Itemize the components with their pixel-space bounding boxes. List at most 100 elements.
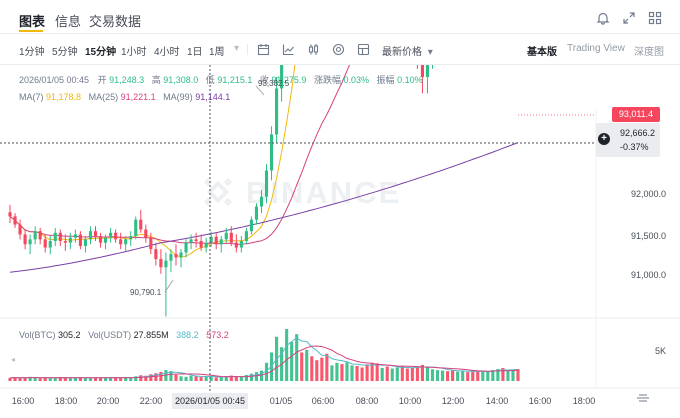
volume-bar <box>501 368 505 381</box>
layout-icon[interactable] <box>357 43 370 60</box>
chart-area[interactable]: BINANCE 2026/01/05 00:45 开 91,248.3 高 91… <box>0 65 680 418</box>
max-price-label: 93,382.5 <box>258 79 290 88</box>
bell-icon[interactable] <box>596 11 610 29</box>
indicator-icon[interactable] <box>282 43 295 60</box>
candle-body <box>43 239 47 248</box>
ma7-value: 91,178.8 <box>46 92 82 102</box>
interval-1h[interactable]: 1小时 <box>121 47 147 58</box>
candle-body <box>254 206 259 220</box>
calendar-icon[interactable] <box>257 43 270 60</box>
ma99-value: 91,144.1 <box>195 92 231 102</box>
volume-bar <box>199 377 203 381</box>
interval-5m[interactable]: 5分钟 <box>52 47 78 58</box>
tab-chart[interactable]: 图表 <box>19 14 46 29</box>
volume-bar <box>194 376 198 381</box>
volume-bar <box>254 372 259 381</box>
candle-body <box>164 260 168 268</box>
current-price-tag: 93,011.4 <box>612 107 660 122</box>
volume-bar <box>164 370 168 381</box>
volume-bar <box>430 369 435 381</box>
candle-body <box>139 219 143 230</box>
candle-body <box>259 196 264 207</box>
volume-axis-label: 5K <box>654 346 666 356</box>
watermark-text: BINANCE <box>246 175 401 210</box>
volume-bar <box>68 378 72 381</box>
volume-bar <box>149 374 153 381</box>
candle-type-icon[interactable] <box>307 43 320 60</box>
candle-body <box>219 239 223 245</box>
volume-bar <box>219 376 223 381</box>
ohlc-amp-label: 振幅 <box>376 75 395 85</box>
volume-bar <box>13 377 17 381</box>
time-axis-label: 12:00 <box>441 396 465 406</box>
candle-body <box>214 236 218 245</box>
candle-body <box>93 231 98 237</box>
interval-1m[interactable]: 1分钟 <box>19 47 45 58</box>
active-tab-indicator <box>19 30 43 32</box>
candle-body <box>275 88 279 135</box>
volume-bar <box>229 375 233 381</box>
candle-body <box>184 242 188 253</box>
view-tradingview[interactable]: Trading View <box>567 43 625 54</box>
ohlc-close: 91,275.9 <box>271 75 307 85</box>
volume-bar <box>471 371 475 381</box>
ohlc-low-label: 低 <box>205 75 215 85</box>
ohlc-info: 2026/01/05 00:45 开 91,248.3 高 91,308.0 低… <box>19 73 423 86</box>
interval-4h[interactable]: 4小时 <box>154 47 180 58</box>
volume-bar <box>209 377 213 381</box>
candle-body <box>28 239 32 245</box>
candle-body <box>224 232 228 240</box>
volume-bar <box>114 377 118 381</box>
candle-body <box>73 234 77 238</box>
volume-bar <box>506 371 510 381</box>
ohlc-open-label: 开 <box>97 75 107 85</box>
candlestick-chart: BINANCE <box>0 65 680 395</box>
ma25-line <box>9 65 351 245</box>
volume-bar <box>310 356 314 381</box>
volume-bar <box>8 377 12 381</box>
interval-1d[interactable]: 1日 <box>187 47 203 58</box>
candle-body <box>209 236 213 243</box>
vol-usdt-value: 27.855M <box>133 330 169 340</box>
volume-bar <box>139 375 143 381</box>
view-depth[interactable]: 深度图 <box>634 47 664 58</box>
grid-icon[interactable] <box>648 11 662 29</box>
volume-bar <box>345 362 349 381</box>
interval-15m[interactable]: 15分钟 <box>85 47 117 58</box>
time-axis-label: 06:00 <box>311 396 335 406</box>
volume-bar <box>264 362 269 381</box>
volume-bar <box>244 375 248 381</box>
candle-body <box>264 170 269 197</box>
collapse-arrow-icon[interactable]: ◂ <box>11 355 16 364</box>
candle-body <box>33 231 37 240</box>
tab-info[interactable]: 信息 <box>55 14 82 29</box>
volume-bar <box>83 377 88 381</box>
volume-bar <box>340 364 344 381</box>
add-alert-plus-icon[interactable]: + <box>598 133 610 145</box>
interval-1w[interactable]: 1周 <box>209 47 225 58</box>
volume-bar <box>53 377 57 381</box>
ohlc-amp: 0.10% <box>397 75 423 85</box>
scale-reset-icon[interactable] <box>636 391 650 409</box>
interval-more-caret[interactable]: ▾ <box>234 43 240 54</box>
view-basic[interactable]: 基本版 <box>527 47 557 58</box>
volume-bar <box>461 371 465 381</box>
volume-bar <box>516 369 520 381</box>
expand-icon[interactable] <box>622 11 636 29</box>
price-type-dropdown[interactable]: 最新价格 ▾ <box>382 43 433 58</box>
ma99-line <box>9 142 519 273</box>
volume-bar <box>476 370 480 381</box>
volume-bar <box>415 366 419 381</box>
time-axis-label: 14:00 <box>485 396 509 406</box>
moving-average-lines <box>9 65 519 273</box>
settings-icon[interactable] <box>332 43 345 60</box>
volume-bar <box>466 372 470 381</box>
volume-bar <box>184 376 188 381</box>
candle-body <box>149 237 153 250</box>
time-axis-label: 08:00 <box>355 396 379 406</box>
ma-legend: MA(7) 91,178.8 MA(25) 91,221.1 MA(99) 91… <box>19 92 230 102</box>
candle-body <box>199 241 203 248</box>
crosshair-price-box: + 92,666.2 -0.37% <box>596 123 660 157</box>
volume-bar <box>300 352 304 381</box>
tab-trading-data[interactable]: 交易数据 <box>89 14 142 29</box>
